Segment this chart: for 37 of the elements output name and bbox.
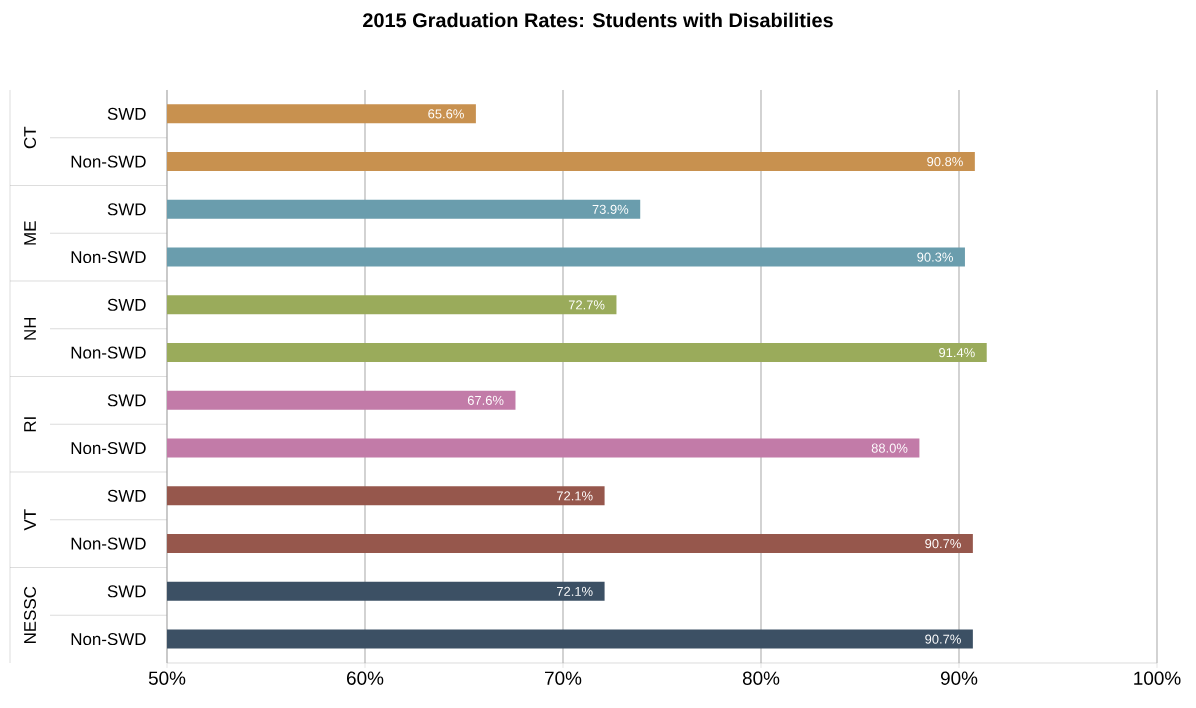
- text: RI: [24, 417, 36, 432]
- x-tick-label: 100%: [1134, 671, 1181, 685]
- text: NESSC: [24, 586, 37, 644]
- data-label: 90.7%: [925, 539, 961, 549]
- y-tick-label: SWD: [107, 298, 146, 311]
- x-tick-label: 80%: [742, 671, 780, 685]
- y-tick-label: Non-SWD: [71, 251, 146, 264]
- data-label: 73.9%: [592, 204, 629, 214]
- y-tick-label: Non-SWD: [71, 442, 146, 455]
- data-label: 72.1%: [557, 586, 593, 596]
- y-tick-label: Non-SWD: [71, 537, 146, 550]
- data-label: 72.1%: [557, 491, 593, 501]
- data-label: 72.7%: [568, 300, 605, 310]
- y-tick-label: SWD: [107, 489, 146, 502]
- y-tick-label: SWD: [107, 203, 146, 216]
- x-tick-label: 60%: [347, 671, 384, 685]
- y-tick-label: Non-SWD: [71, 346, 146, 359]
- x-tick-label: 50%: [148, 671, 186, 685]
- chart-title: 2015 Graduation Rates: Students with Disabilities: [363, 12, 833, 28]
- text: VT: [24, 509, 36, 531]
- text: ME: [24, 221, 36, 245]
- x-tick-label: 70%: [545, 671, 582, 685]
- y-tick-label: SWD: [107, 394, 146, 407]
- text: CT: [24, 126, 37, 149]
- y-tick-label: SWD: [107, 585, 146, 598]
- x-tick-label: 90%: [940, 671, 978, 685]
- data-label: 90.7%: [925, 634, 961, 644]
- y-tick-label: Non-SWD: [71, 633, 146, 646]
- y-tick-label: Non-SWD: [71, 155, 146, 168]
- y-tick-label: SWD: [107, 107, 146, 120]
- data-label: 67.6%: [467, 395, 504, 405]
- data-label: 91.4%: [939, 348, 975, 358]
- text: NH: [24, 317, 36, 340]
- data-label: 90.8%: [927, 157, 963, 167]
- data-label: 88.0%: [871, 443, 908, 453]
- data-label: 65.6%: [428, 109, 464, 119]
- data-label: 90.3%: [917, 252, 953, 262]
